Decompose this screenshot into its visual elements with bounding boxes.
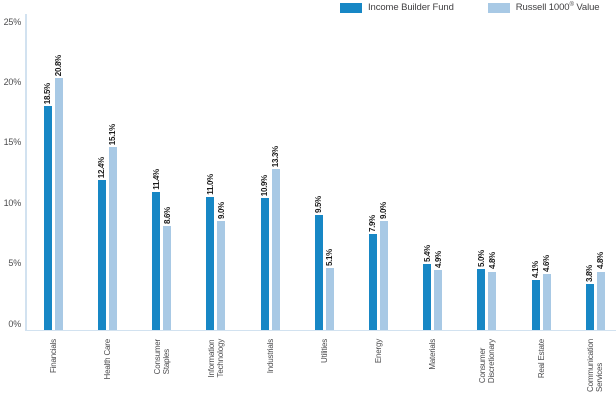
x-axis-baseline bbox=[25, 329, 616, 331]
bar-value-label: 5.4% bbox=[422, 245, 432, 263]
bar-index-real-estate bbox=[542, 273, 551, 330]
bar-value-label: 7.9% bbox=[368, 215, 378, 233]
bar-value-label: 11.4% bbox=[151, 169, 161, 190]
bar-value-label: 10.9% bbox=[260, 174, 269, 196]
bar-value-label: 4.9% bbox=[433, 251, 443, 269]
x-axis-category-label: Materials bbox=[428, 338, 438, 370]
y-axis-tick-label: 15% bbox=[3, 137, 22, 148]
bar-index-communication-services bbox=[596, 271, 605, 330]
bar-value-label: 9.0% bbox=[216, 201, 226, 219]
bar-index-consumer-staples bbox=[163, 225, 172, 330]
bar-value-label: 9.5% bbox=[314, 195, 324, 213]
bar-value-label: 13.3% bbox=[271, 145, 280, 167]
x-axis-category-label: Consumer Discretionary bbox=[477, 338, 496, 383]
bar-fund-health-care bbox=[97, 179, 106, 330]
legend-label-income-builder-fund: Income Builder Fund bbox=[368, 2, 454, 13]
y-axis-tick-label: 20% bbox=[3, 76, 22, 87]
legend-item-russell-1000-value: Russell 1000® Value bbox=[487, 1, 600, 13]
registered-trademark-symbol: ® bbox=[569, 1, 574, 8]
bar-index-materials bbox=[434, 270, 443, 330]
bar-fund-real-estate bbox=[531, 279, 540, 330]
x-axis-category-label: Financials bbox=[48, 338, 58, 373]
x-axis-category-label: Real Estate bbox=[536, 338, 546, 378]
bar-fund-communication-services bbox=[585, 283, 594, 330]
bar-value-label: 11.0% bbox=[205, 173, 215, 195]
y-axis-tick-label: 25% bbox=[3, 16, 22, 27]
bar-index-energy bbox=[379, 220, 388, 330]
bar-fund-energy bbox=[368, 234, 377, 330]
y-axis-tick-label: 0% bbox=[8, 318, 21, 329]
bar-value-label: 4.8% bbox=[487, 252, 497, 270]
bar-value-label: 20.8% bbox=[54, 55, 64, 77]
x-axis-category-label: Communication Services bbox=[586, 338, 605, 392]
y-axis-tick-label: 10% bbox=[3, 197, 22, 208]
bar-value-label: 18.5% bbox=[43, 82, 53, 105]
legend-item-income-builder-fund: Income Builder Fund bbox=[340, 2, 454, 13]
bar-fund-industrials bbox=[260, 197, 269, 330]
legend-label-russell-1000-value: Russell 1000® Value bbox=[515, 1, 600, 13]
bar-index-health-care bbox=[108, 147, 117, 330]
x-axis-category-label: Energy bbox=[373, 338, 383, 363]
bar-value-label: 5.0% bbox=[476, 250, 486, 268]
bar-value-label: 4.8% bbox=[596, 252, 606, 270]
bar-value-label: 4.1% bbox=[531, 260, 540, 278]
bar-index-consumer-discretionary bbox=[488, 271, 497, 330]
y-axis-line bbox=[25, 14, 27, 331]
bar-index-information-technology bbox=[217, 220, 226, 330]
bar-value-label: 8.6% bbox=[162, 206, 172, 224]
legend-swatch-russell-1000-value bbox=[487, 2, 510, 13]
bar-value-label: 15.1% bbox=[108, 123, 118, 146]
bar-fund-consumer-staples bbox=[152, 191, 161, 330]
bar-fund-consumer-discretionary bbox=[477, 269, 486, 330]
chart-legend: Income Builder Fund Russell 1000® Value bbox=[340, 1, 600, 13]
bar-index-utilities bbox=[325, 267, 334, 330]
bar-value-label: 9.0% bbox=[379, 201, 389, 219]
bar-value-label: 12.4% bbox=[97, 156, 107, 178]
bar-fund-financials bbox=[43, 106, 52, 330]
y-axis-tick-label: 5% bbox=[8, 258, 21, 269]
x-axis-category-label: Utilities bbox=[319, 338, 329, 363]
x-axis-category-label: Industrials bbox=[265, 338, 275, 373]
bar-index-financials bbox=[54, 78, 63, 330]
bar-value-label: 5.1% bbox=[325, 248, 335, 266]
bar-fund-information-technology bbox=[206, 196, 215, 330]
bar-fund-materials bbox=[423, 264, 432, 330]
bar-value-label: 3.8% bbox=[585, 264, 595, 282]
bar-index-industrials bbox=[271, 168, 280, 330]
x-axis-category-label: Consumer Staples bbox=[152, 338, 171, 374]
x-axis-category-label: Information Technology bbox=[206, 338, 225, 377]
bar-fund-utilities bbox=[314, 214, 323, 330]
x-axis-category-label: Health Care bbox=[102, 338, 112, 380]
bar-value-label: 4.6% bbox=[542, 254, 551, 272]
legend-swatch-income-builder-fund bbox=[340, 2, 362, 13]
